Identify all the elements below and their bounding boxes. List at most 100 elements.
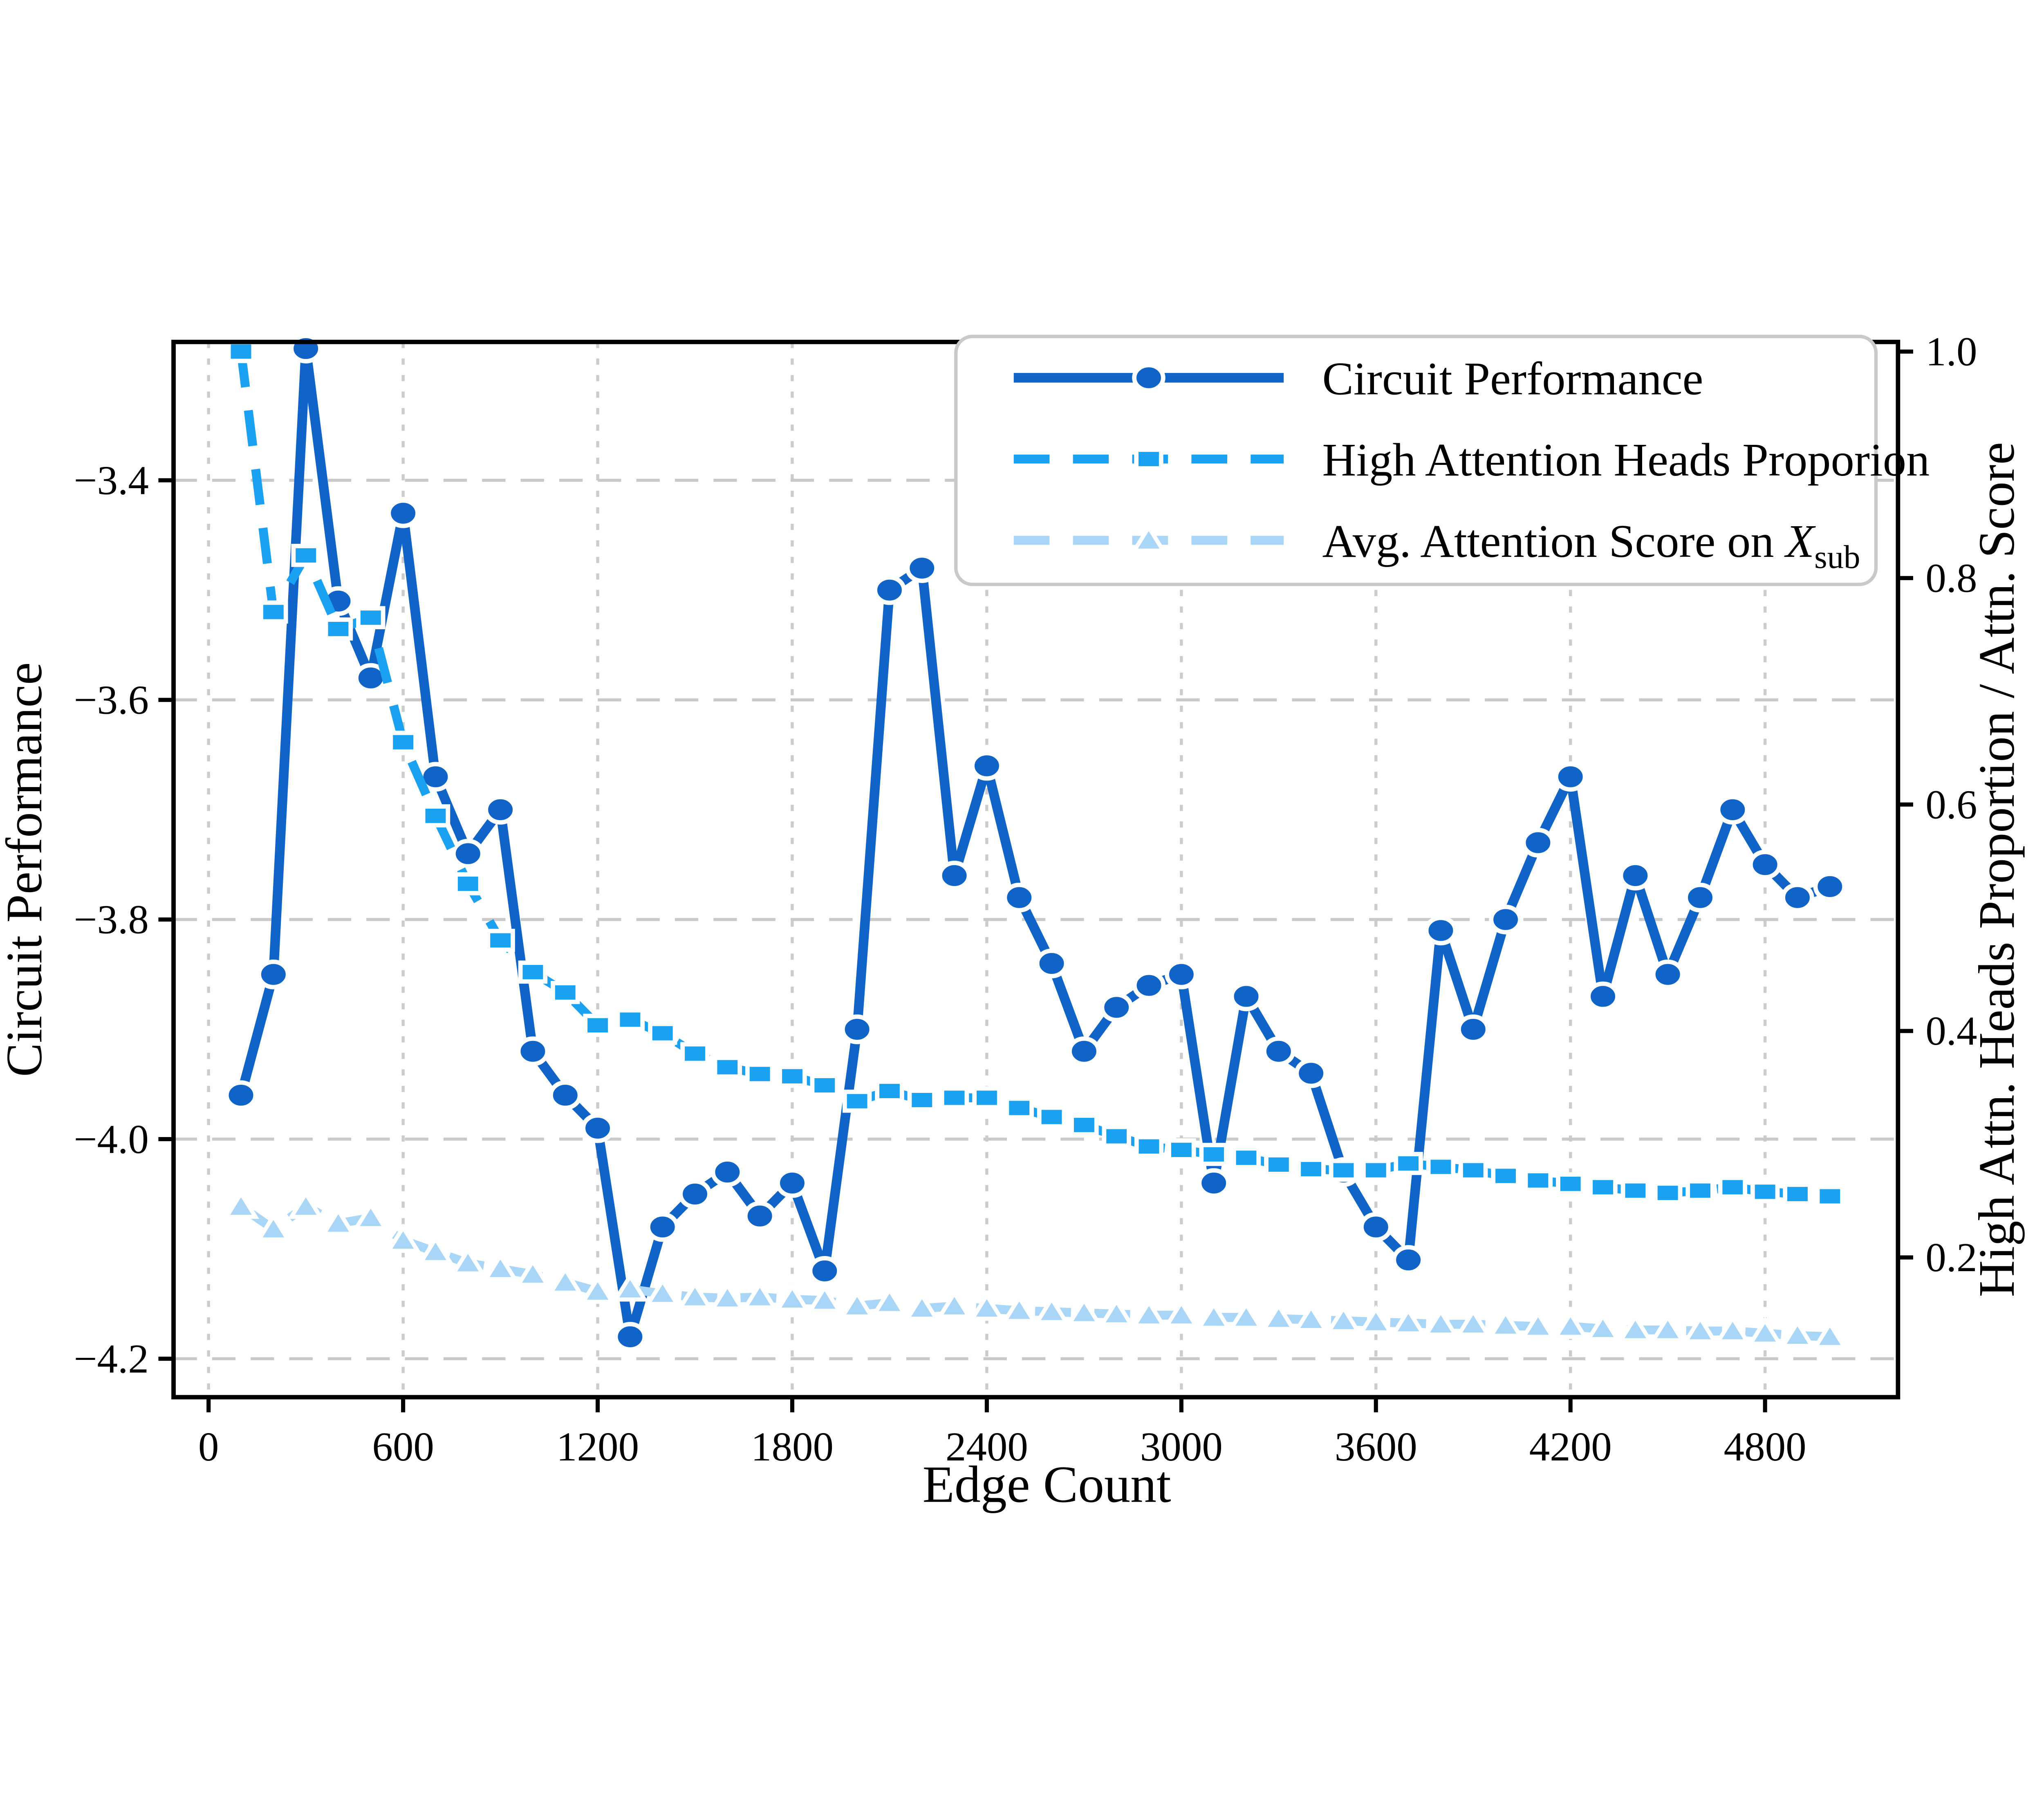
x-tick-label: 1800 [751, 1424, 834, 1469]
data-point-square [842, 1089, 872, 1113]
data-point-circle [1683, 882, 1717, 913]
data-point-triangle [223, 1189, 259, 1219]
x-tick-label: 1200 [556, 1424, 639, 1469]
data-point-triangle [482, 1252, 519, 1281]
data-point-square [1004, 1096, 1034, 1120]
data-point-square [1750, 1180, 1780, 1204]
data-point-square [1102, 1124, 1131, 1148]
data-point-square [323, 617, 353, 641]
series-square [226, 340, 1845, 1208]
y-right-tick-label: 0.4 [1925, 1008, 1977, 1054]
data-point-circle [1748, 850, 1782, 880]
data-point-triangle [1682, 1314, 1719, 1344]
data-point-square [259, 600, 288, 624]
data-point-square [1588, 1175, 1618, 1199]
data-point-circle [1586, 981, 1620, 1012]
y-left-tick-label: −3.8 [74, 897, 149, 942]
data-point-circle [1002, 882, 1036, 913]
legend-marker-square [1134, 447, 1163, 471]
y-left-tick-label: −4.0 [74, 1116, 149, 1162]
data-point-triangle [1001, 1293, 1038, 1323]
data-point-triangle [417, 1234, 454, 1264]
data-point-triangle [1195, 1300, 1232, 1330]
data-point-circle [1553, 762, 1587, 792]
data-point-circle [743, 1201, 777, 1231]
y-right-tick-label: 0.8 [1925, 555, 1977, 601]
data-point-triangle [677, 1280, 713, 1310]
data-point-triangle [612, 1272, 648, 1302]
data-point-circle [905, 553, 939, 583]
x-tick-label: 4200 [1529, 1424, 1612, 1469]
data-point-circle [645, 1212, 679, 1242]
data-point-square [1459, 1158, 1488, 1182]
data-point-circle [1197, 1168, 1230, 1198]
x-tick-label: 0 [198, 1424, 219, 1469]
data-point-circle [873, 575, 906, 605]
data-point-circle [937, 861, 971, 891]
data-point-circle [1294, 1058, 1328, 1088]
series-triangle [223, 1189, 1848, 1349]
data-point-circle [1035, 948, 1069, 978]
data-point-square [1555, 1172, 1585, 1196]
legend: Circuit Performance High Attention Heads … [954, 334, 1930, 586]
data-point-triangle [1422, 1307, 1459, 1337]
data-point-square [1037, 1105, 1067, 1129]
data-point-triangle [352, 1200, 389, 1230]
y-left-tick-label: −3.4 [74, 457, 149, 503]
data-point-square [1718, 1175, 1748, 1199]
data-point-triangle [1131, 1298, 1167, 1328]
data-point-triangle [1066, 1296, 1103, 1326]
data-point-square [810, 1074, 840, 1097]
data-point-triangle [774, 1282, 811, 1312]
y-right-tick-label: 0.2 [1925, 1234, 1977, 1280]
data-point-triangle [579, 1274, 616, 1304]
y-right-tick-label: 1.0 [1925, 329, 1977, 375]
data-point-circle [1262, 1036, 1295, 1066]
data-point-square [421, 804, 450, 828]
legend-label: High Attention Heads Proporion [1322, 434, 1930, 486]
data-point-square [1134, 1135, 1164, 1158]
data-point-circle [678, 1179, 712, 1209]
data-point-circle [1489, 904, 1522, 935]
data-point-circle [808, 1256, 842, 1286]
y-left-axis-label: Circuit Performance [0, 662, 52, 1077]
legend-marker-circle [1132, 363, 1165, 393]
data-point-square [615, 1008, 645, 1032]
data-point-triangle [320, 1206, 356, 1236]
data-point-circle [1521, 828, 1555, 858]
data-point-square [1815, 1184, 1845, 1208]
series-line-3 [238, 1202, 1830, 1341]
data-point-square [778, 1065, 807, 1088]
data-point-circle [257, 959, 290, 989]
data-point-circle [613, 1322, 647, 1352]
data-point-square [583, 1014, 612, 1037]
data-point-circle [581, 1113, 614, 1143]
data-point-circle [1067, 1036, 1101, 1066]
data-point-square [1167, 1138, 1196, 1162]
data-point-triangle [1714, 1314, 1751, 1344]
x-tick-label: 3000 [1140, 1424, 1223, 1469]
data-point-square [388, 731, 418, 754]
data-point-triangle [709, 1281, 746, 1311]
data-point-square [680, 1042, 710, 1066]
data-point-circle [1813, 872, 1847, 902]
data-point-square [1620, 1179, 1650, 1202]
data-point-circle [451, 839, 485, 869]
data-point-square [1783, 1182, 1812, 1206]
data-point-triangle [1487, 1308, 1524, 1338]
y-right-axis-label: High Attn. Heads Proportion / Attn. Scor… [1968, 442, 2025, 1297]
legend-label: Circuit Performance [1322, 352, 1703, 404]
data-point-triangle [385, 1223, 421, 1253]
data-point-triangle [1163, 1298, 1200, 1328]
data-point-circle [1359, 1212, 1393, 1242]
data-point-triangle [1260, 1301, 1297, 1331]
data-point-circle [1618, 861, 1652, 891]
data-point-circle [484, 795, 517, 825]
data-point-square [972, 1086, 1002, 1110]
data-point-triangle [936, 1289, 973, 1319]
data-point-triangle [1390, 1306, 1427, 1336]
data-point-circle [516, 1036, 550, 1066]
data-point-square [1426, 1155, 1456, 1179]
data-point-triangle [1552, 1309, 1589, 1339]
